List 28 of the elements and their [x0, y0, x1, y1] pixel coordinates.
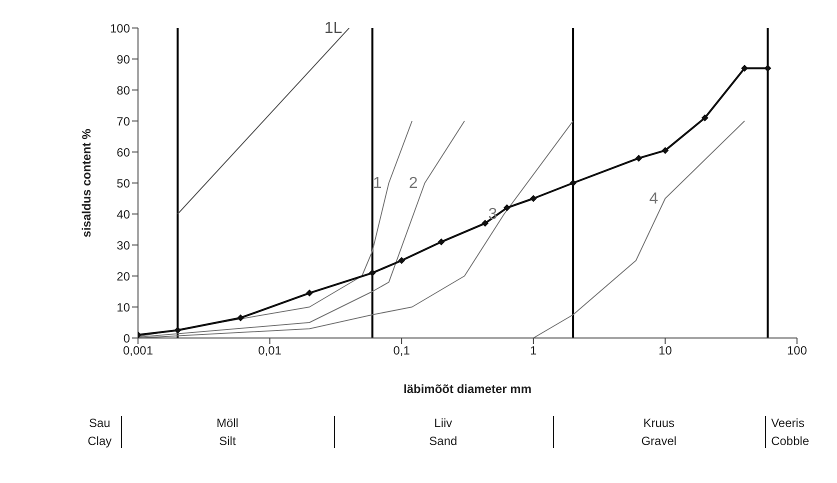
y-tick-label: 20: [116, 269, 130, 284]
y-tick-label: 90: [116, 52, 130, 66]
series-label: 4: [649, 190, 658, 208]
y-tick-label: 60: [116, 145, 130, 160]
series-label: 2: [408, 175, 418, 192]
x-tick-label: 0,001: [122, 344, 154, 358]
y-tick-label: 40: [116, 207, 130, 222]
x-axis-title: läbimõõt diameter mm: [403, 382, 532, 396]
text: Möll Silt: [215, 415, 240, 450]
x-tick-label: 10: [658, 344, 672, 358]
text: Sau Clay: [86, 415, 113, 450]
x-tick-label: 100: [786, 344, 808, 358]
text: Kruus Gravel: [640, 415, 678, 450]
x-tick-label: 0,1: [393, 344, 410, 358]
y-tick-label: 100: [110, 21, 130, 36]
y-tick-label: 80: [116, 83, 130, 98]
y-tick-label: 10: [116, 300, 130, 314]
series-label: 1L: [324, 20, 342, 37]
series-label: 1: [372, 175, 382, 192]
y-tick-label: 30: [116, 238, 130, 252]
text: Liiv Sand: [428, 415, 458, 450]
x-tick-label: 0,01: [258, 344, 282, 358]
y-axis-title: sisaldus content %: [79, 128, 94, 238]
x-tick-label: 1: [530, 344, 538, 358]
y-tick-label: 0: [123, 331, 130, 346]
y-tick-label: 50: [116, 176, 130, 190]
y-tick-label: 70: [116, 114, 130, 128]
text: Veeris Cobble: [771, 415, 810, 450]
